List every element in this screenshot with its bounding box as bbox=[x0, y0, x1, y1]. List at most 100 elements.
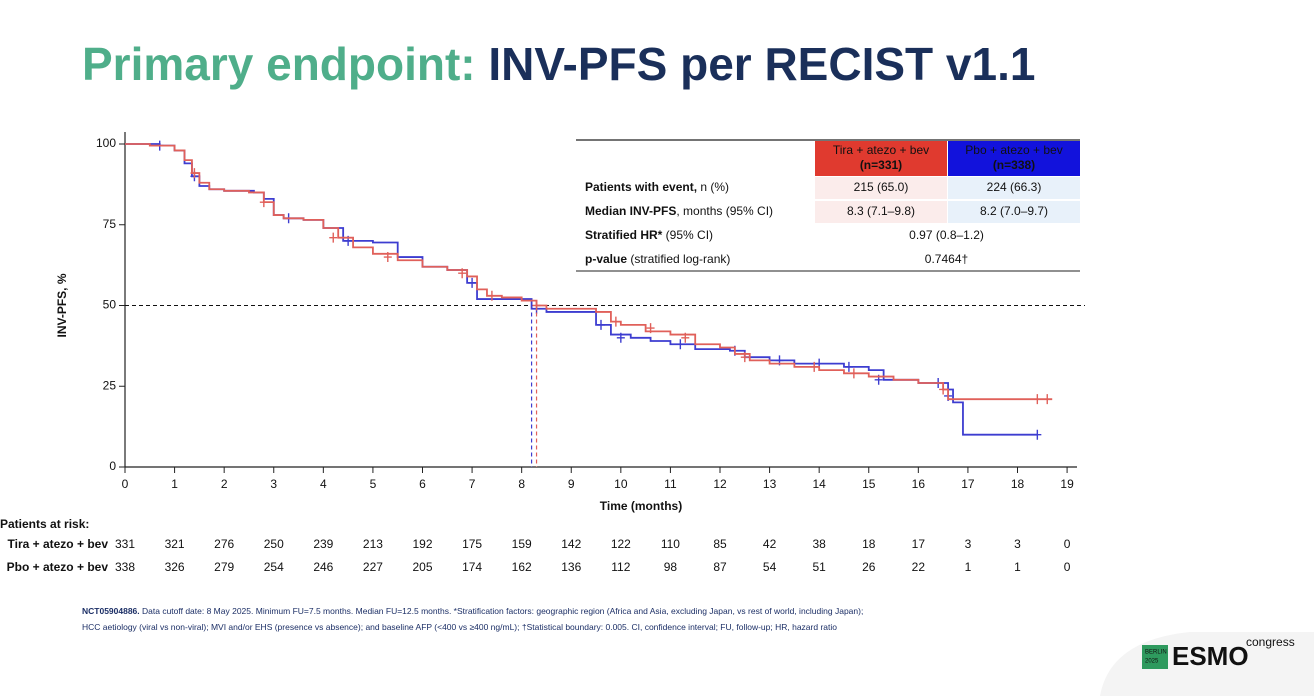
cell-value: 8.2 (7.0–9.7) bbox=[980, 204, 1048, 218]
risk-count: 159 bbox=[512, 537, 532, 551]
column-header-name: Tira + atezo + bev bbox=[833, 143, 929, 157]
footnote-text: HCC aetiology (viral vs non-viral); MVI … bbox=[82, 622, 837, 632]
censor-mark bbox=[616, 332, 625, 343]
x-tick-label: 14 bbox=[812, 477, 826, 491]
x-tick-label: 9 bbox=[568, 477, 575, 491]
censor-mark bbox=[329, 232, 338, 243]
risk-count: 250 bbox=[264, 537, 284, 551]
risk-row-label: Tira + atezo + bev bbox=[8, 537, 109, 551]
censor-mark bbox=[259, 197, 268, 208]
row-label: Median INV-PFS, months (95% CI) bbox=[585, 204, 773, 218]
risk-count: 205 bbox=[412, 560, 432, 574]
risk-count: 110 bbox=[661, 537, 680, 551]
censor-mark bbox=[844, 361, 853, 372]
cell-bg bbox=[948, 177, 1080, 199]
row-label-bold: Median INV-PFS bbox=[585, 204, 676, 218]
cell-value: 8.3 (7.1–9.8) bbox=[847, 204, 915, 218]
risk-count: 239 bbox=[313, 537, 333, 551]
y-axis-label: INV-PFS, % bbox=[55, 273, 69, 337]
x-tick-label: 13 bbox=[763, 477, 777, 491]
column-header-name: Pbo + atezo + bev bbox=[965, 143, 1062, 157]
risk-count: 326 bbox=[165, 560, 185, 574]
logo-city: BERLIN bbox=[1145, 650, 1167, 656]
row-label: p-value (stratified log-rank) bbox=[585, 252, 730, 266]
column-header-bg bbox=[948, 141, 1080, 176]
censor-mark bbox=[646, 323, 655, 334]
logo-badge bbox=[1142, 645, 1168, 669]
x-tick-label: 16 bbox=[912, 477, 926, 491]
risk-count: 254 bbox=[264, 560, 284, 574]
risk-row-label: Pbo + atezo + bev bbox=[7, 560, 109, 574]
risk-count: 0 bbox=[1064, 560, 1071, 574]
x-tick-label: 18 bbox=[1011, 477, 1025, 491]
cell-bg bbox=[815, 177, 947, 199]
y-tick-label: 50 bbox=[103, 298, 117, 312]
x-tick-label: 2 bbox=[221, 477, 228, 491]
x-tick-label: 17 bbox=[961, 477, 975, 491]
cell-bg bbox=[815, 201, 947, 223]
risk-title: Patients at risk: bbox=[0, 517, 89, 531]
y-tick-label: 100 bbox=[96, 136, 116, 150]
cell-value: 215 (65.0) bbox=[854, 180, 909, 194]
risk-count: 213 bbox=[363, 537, 383, 551]
footnote: NCT05904886. Data cutoff date: 8 May 202… bbox=[82, 606, 863, 632]
risk-count: 98 bbox=[664, 560, 678, 574]
risk-count: 26 bbox=[862, 560, 876, 574]
risk-count: 175 bbox=[462, 537, 482, 551]
censor-mark bbox=[1043, 394, 1052, 405]
x-tick-label: 15 bbox=[862, 477, 876, 491]
row-label-rest: , months (95% CI) bbox=[676, 204, 773, 218]
risk-count: 1 bbox=[965, 560, 972, 574]
risk-count: 17 bbox=[912, 537, 926, 551]
logo-brand: ESMO bbox=[1172, 641, 1249, 671]
risk-count: 331 bbox=[115, 537, 135, 551]
censor-mark bbox=[676, 339, 685, 350]
censor-mark bbox=[810, 361, 819, 372]
risk-count: 192 bbox=[412, 537, 432, 551]
risk-count: 18 bbox=[862, 537, 876, 551]
summary-table: Tira + atezo + bev(n=331) Pbo + atezo + b… bbox=[576, 139, 1080, 272]
x-tick-label: 0 bbox=[122, 477, 129, 491]
x-tick-label: 3 bbox=[270, 477, 277, 491]
column-header-bg bbox=[815, 141, 947, 176]
footnote-id: NCT05904886. bbox=[82, 606, 140, 616]
risk-count: 42 bbox=[763, 537, 777, 551]
row-label-rest: (stratified log-rank) bbox=[627, 252, 730, 266]
risk-count: 136 bbox=[561, 560, 581, 574]
risk-count: 87 bbox=[713, 560, 727, 574]
risk-count: 122 bbox=[611, 537, 631, 551]
row-label-bold: Patients with event, bbox=[585, 180, 697, 194]
risk-count: 1 bbox=[1014, 560, 1021, 574]
censor-mark bbox=[611, 316, 620, 327]
title-main: INV-PFS per RECIST v1.1 bbox=[488, 38, 1035, 90]
risk-count: 338 bbox=[115, 560, 135, 574]
row-label: Stratified HR* (95% CI) bbox=[585, 228, 713, 242]
censor-mark bbox=[740, 352, 749, 363]
censor-mark bbox=[939, 384, 948, 395]
x-tick-label: 12 bbox=[713, 477, 727, 491]
risk-table: Patients at risk:Tira + atezo + bev 331 32… bbox=[0, 517, 1071, 574]
row-label: Patients with event, n (%) bbox=[585, 180, 729, 194]
slide-title: Primary endpoint: INV-PFS per RECIST v1.… bbox=[82, 38, 1035, 90]
risk-count: 3 bbox=[965, 537, 972, 551]
x-tick-label: 10 bbox=[614, 477, 628, 491]
censor-mark bbox=[487, 290, 496, 301]
risk-count: 3 bbox=[1014, 537, 1021, 551]
footnote-line: NCT05904886. Data cutoff date: 8 May 202… bbox=[82, 606, 863, 616]
risk-count: 174 bbox=[462, 560, 482, 574]
risk-count: 38 bbox=[812, 537, 826, 551]
x-axis-label: Time (months) bbox=[600, 499, 682, 513]
risk-count: 227 bbox=[363, 560, 383, 574]
censor-mark bbox=[681, 332, 690, 343]
risk-count: 276 bbox=[214, 537, 234, 551]
censor-mark bbox=[468, 277, 477, 288]
risk-count: 85 bbox=[713, 537, 727, 551]
censor-mark bbox=[597, 319, 605, 330]
column-header-n: (n=331) bbox=[860, 158, 902, 172]
x-tick-label: 4 bbox=[320, 477, 327, 491]
censor-mark bbox=[383, 252, 392, 263]
censor-mark bbox=[190, 168, 199, 179]
